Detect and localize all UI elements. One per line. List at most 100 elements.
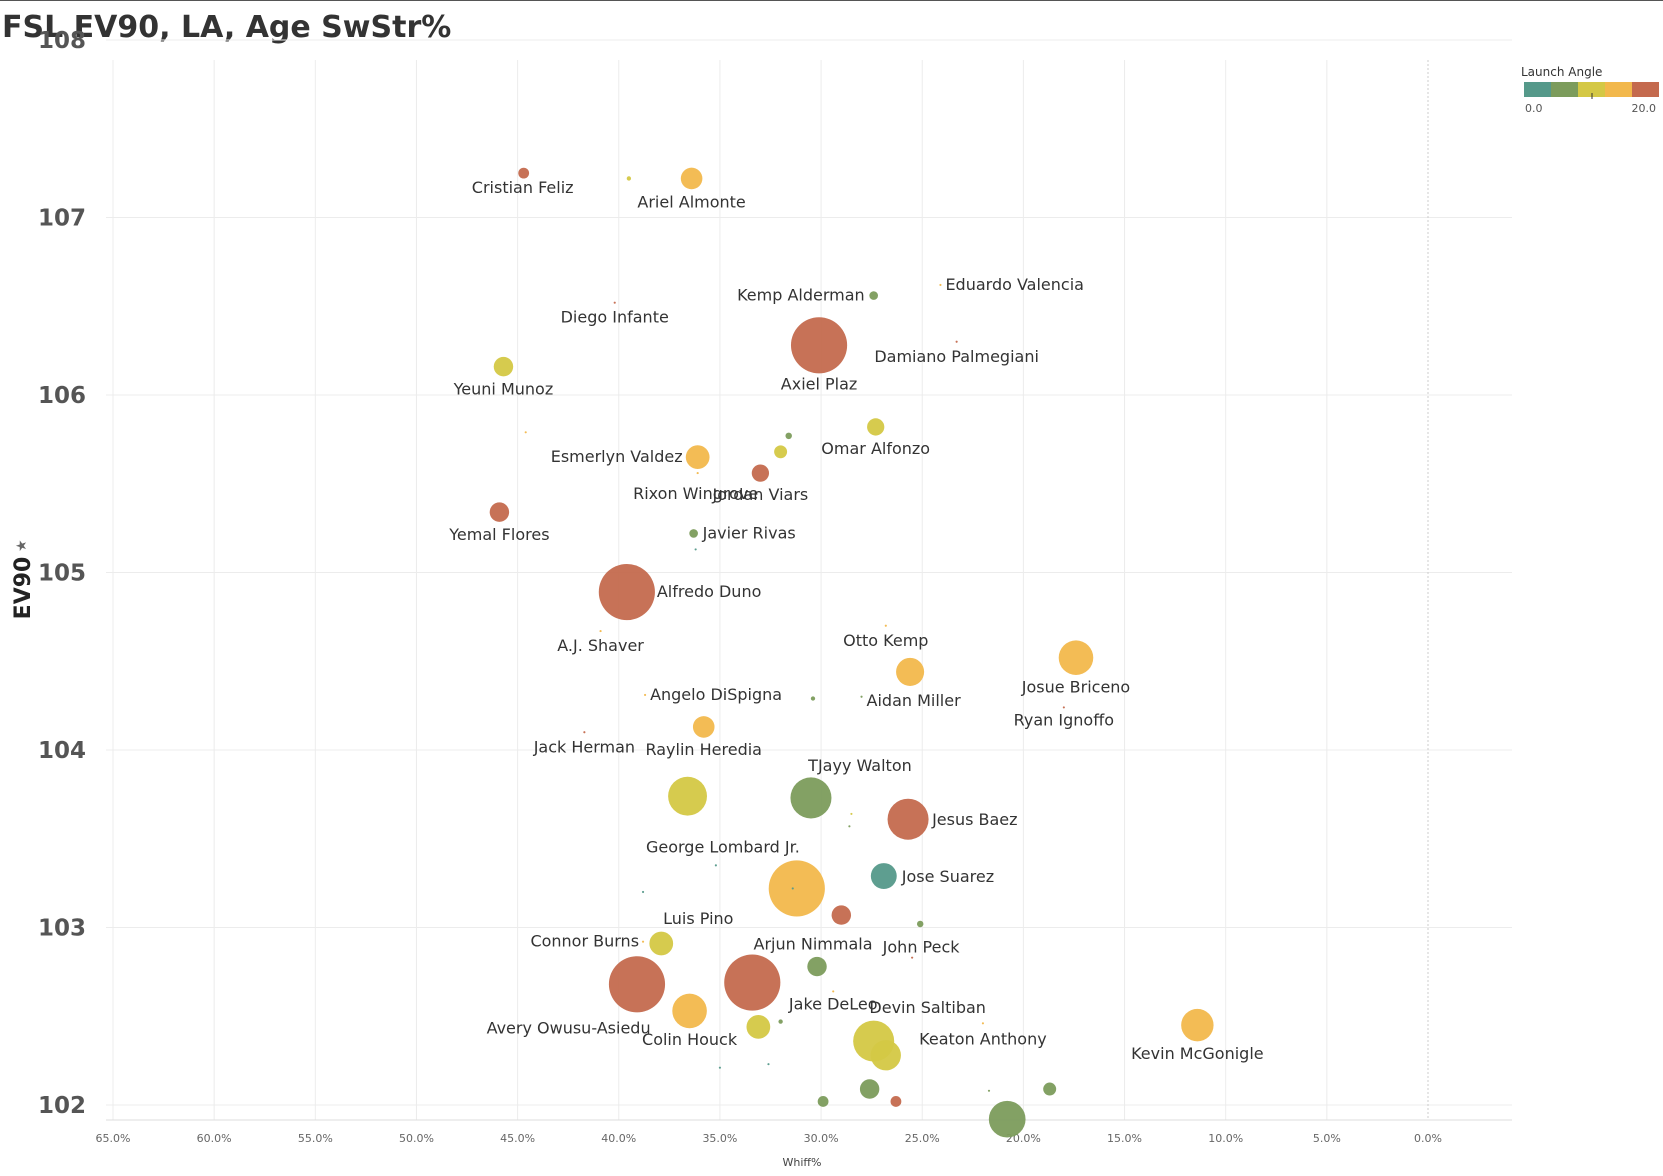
data-point[interactable] <box>870 863 897 889</box>
x-tick-label: 60.0% <box>197 1132 232 1145</box>
legend-color-ramp <box>1524 82 1659 97</box>
data-point[interactable] <box>860 695 863 698</box>
data-point[interactable] <box>613 301 616 304</box>
point-label: Rixon Wingrove <box>633 484 758 503</box>
point-label: Devin Saltiban <box>869 998 986 1017</box>
data-point[interactable] <box>1058 640 1094 675</box>
data-point[interactable] <box>832 990 835 993</box>
data-point[interactable] <box>890 1096 902 1107</box>
point-label: Ryan Ignoffo <box>1014 710 1114 729</box>
data-point[interactable] <box>955 340 958 343</box>
data-point[interactable] <box>767 1063 770 1066</box>
data-point[interactable] <box>489 502 510 522</box>
data-point[interactable] <box>850 812 853 815</box>
sort-icon[interactable]: ★ <box>14 539 30 552</box>
data-point[interactable] <box>785 432 792 440</box>
x-tick-label: 0.0% <box>1414 1132 1442 1145</box>
legend-max-label: 20.0 <box>1632 102 1657 115</box>
data-point[interactable] <box>694 548 697 551</box>
y-tick-label: 104 <box>38 738 86 764</box>
data-point[interactable] <box>1043 1082 1057 1096</box>
data-point[interactable] <box>884 624 887 627</box>
data-point[interactable] <box>896 657 925 686</box>
data-point[interactable] <box>689 529 698 538</box>
point-label: John Peck <box>882 938 961 957</box>
x-tick-label: 25.0% <box>905 1132 940 1145</box>
data-point[interactable] <box>680 167 703 190</box>
data-point[interactable] <box>887 798 929 840</box>
data-point[interactable] <box>718 1066 722 1069</box>
x-tick-label: 55.0% <box>298 1132 333 1145</box>
data-point[interactable] <box>916 920 924 928</box>
x-tick-label: 30.0% <box>804 1132 839 1145</box>
data-point[interactable] <box>859 1079 880 1099</box>
data-point[interactable] <box>696 472 699 475</box>
data-point[interactable] <box>583 731 586 734</box>
data-point[interactable] <box>911 956 914 959</box>
data-point[interactable] <box>672 993 707 1029</box>
legend-swatch <box>1605 82 1632 97</box>
data-point[interactable] <box>939 283 942 287</box>
legend-title: Launch Angle <box>1521 65 1602 79</box>
legend-swatch <box>1551 82 1578 97</box>
point-label: Josue Briceno <box>1021 678 1130 697</box>
point-label: Luis Pino <box>663 909 733 928</box>
point-label: Raylin Heredia <box>645 740 762 759</box>
data-point[interactable] <box>1062 706 1065 709</box>
data-point[interactable] <box>790 777 832 819</box>
x-tick-label: 5.0% <box>1313 1132 1341 1145</box>
data-point[interactable] <box>714 864 717 867</box>
data-point[interactable] <box>746 1015 771 1039</box>
data-point[interactable] <box>810 696 816 701</box>
x-axis-ticks: 65.0% 60.0% 55.0% 50.0% 45.0% 40.0% 35.0% 30.0%… <box>96 1132 1442 1145</box>
data-point[interactable] <box>599 629 602 633</box>
data-point[interactable] <box>778 1019 783 1024</box>
point-label: Omar Alfonzo <box>821 439 930 458</box>
data-point[interactable] <box>848 825 851 828</box>
data-point[interactable] <box>641 890 645 894</box>
data-point[interactable] <box>626 176 632 181</box>
plot-area <box>94 60 1512 1120</box>
data-point[interactable] <box>643 693 647 697</box>
data-point[interactable] <box>493 356 514 377</box>
data-point[interactable] <box>831 905 852 925</box>
data-point[interactable] <box>641 940 645 943</box>
data-point[interactable] <box>598 563 655 621</box>
data-point[interactable] <box>685 445 710 470</box>
data-point[interactable] <box>1181 1008 1214 1042</box>
data-point[interactable] <box>692 716 715 738</box>
data-point[interactable] <box>724 954 781 1011</box>
point-label: Aidan Miller <box>867 691 962 710</box>
data-point[interactable] <box>817 1096 829 1107</box>
data-point[interactable] <box>790 317 848 374</box>
data-points <box>489 167 1214 1138</box>
data-point[interactable] <box>751 464 770 482</box>
legend-min-label: 0.0 <box>1525 102 1543 115</box>
data-point[interactable] <box>518 167 530 179</box>
legend-swatch <box>1524 82 1551 97</box>
point-label: Javier Rivas <box>702 523 796 542</box>
data-point[interactable] <box>867 418 885 436</box>
data-point[interactable] <box>649 931 674 956</box>
data-point[interactable] <box>524 431 527 434</box>
point-label: Damiano Palmegiani <box>874 347 1039 366</box>
data-point[interactable] <box>981 1022 985 1025</box>
data-point[interactable] <box>870 1040 901 1071</box>
data-point[interactable] <box>668 776 707 816</box>
point-label: Otto Kemp <box>843 631 928 650</box>
data-point[interactable] <box>791 887 794 890</box>
point-label: Angelo DiSpigna <box>650 685 782 704</box>
data-point[interactable] <box>774 445 788 459</box>
data-point[interactable] <box>608 956 666 1013</box>
y-axis-title: EV90 <box>11 557 36 620</box>
data-point[interactable] <box>869 291 878 300</box>
legend-swatch <box>1632 82 1659 97</box>
data-point[interactable] <box>987 1089 991 1092</box>
point-label: Jose Suarez <box>901 867 994 886</box>
data-point[interactable] <box>988 1100 1026 1138</box>
data-point[interactable] <box>807 956 827 977</box>
data-point[interactable] <box>768 860 825 917</box>
point-label: Jesus Baez <box>931 810 1017 829</box>
y-tick-label: 106 <box>38 383 86 409</box>
